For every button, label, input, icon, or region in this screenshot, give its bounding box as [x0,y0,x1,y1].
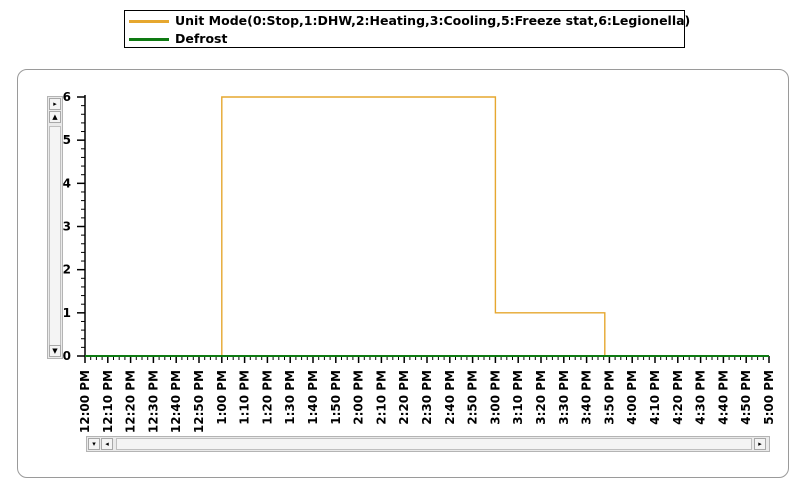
x-tick-label: 2:40 PM [443,370,457,425]
scroll-down-button-horizontal[interactable]: ▾ [88,438,100,450]
x-tick-label: 3:40 PM [580,370,594,425]
x-tick-label: 12:20 PM [124,370,138,433]
x-tick-label: 1:00 PM [215,370,229,425]
x-tick-label: 1:10 PM [238,370,252,425]
x-tick-label: 1:30 PM [283,370,297,425]
chart-panel [17,69,789,478]
x-tick-label: 1:40 PM [306,370,320,425]
x-tick-label: 3:50 PM [602,370,616,425]
x-tick-label: 2:50 PM [466,370,480,425]
y-tick-label: 2 [63,263,71,277]
y-tick-label: 5 [63,133,71,147]
x-tick-label: 12:50 PM [192,370,206,433]
x-tick-label: 4:00 PM [625,370,639,425]
x-tick-label: 5:00 PM [762,370,776,425]
x-tick-label: 2:10 PM [374,370,388,425]
x-tick-label: 2:00 PM [352,370,366,425]
y-axis: 0 1 2 3 4 5 6 [63,90,86,363]
scroll-right-button[interactable]: ▸ [49,98,61,110]
x-tick-label: 4:20 PM [671,370,685,425]
x-tick-label: 4:10 PM [648,370,662,425]
legend-swatch-unit-mode [129,20,169,23]
legend-label-defrost: Defrost [175,31,228,46]
x-tick-label: 2:30 PM [420,370,434,425]
y-tick-label: 4 [63,176,71,190]
x-tick-label: 4:40 PM [716,370,730,425]
x-tick-label: 1:50 PM [329,370,343,425]
x-tick-label: 4:50 PM [739,370,753,425]
horizontal-scroll-thumb[interactable] [116,438,752,450]
scroll-left-button[interactable]: ◂ [101,438,113,450]
x-tick-label: 12:30 PM [146,370,160,433]
y-tick-label: 1 [63,306,71,320]
legend-swatch-defrost [129,38,169,41]
chart-legend: Unit Mode(0:Stop,1:DHW,2:Heating,3:Cooli… [124,10,690,48]
vertical-scrollbar[interactable]: ▸ ▲ ▼ [47,96,63,359]
x-tick-label: 3:30 PM [557,370,571,425]
y-tick-label: 6 [63,90,71,104]
x-tick-label: 3:10 PM [511,370,525,425]
x-tick-label: 12:40 PM [169,370,183,433]
x-tick-label: 3:00 PM [488,370,502,425]
x-tick-label: 2:20 PM [397,370,411,425]
x-axis: 12:00 PM 12:10 PM 12:20 PM 12:30 PM 12:40 PM… [78,355,776,433]
plot-series [85,96,769,357]
series-line-unit-mode [85,96,769,357]
scroll-right-button-horizontal[interactable]: ▸ [754,438,766,450]
x-tick-label: 12:00 PM [78,370,92,433]
y-tick-label: 3 [63,220,71,234]
horizontal-scrollbar[interactable]: ▾ ◂ ▸ [86,436,770,452]
x-tick-label: 12:10 PM [101,370,115,433]
scroll-down-button[interactable]: ▼ [49,345,61,357]
x-tick-label: 1:20 PM [260,370,274,425]
x-tick-label: 3:20 PM [534,370,548,425]
scroll-up-button[interactable]: ▲ [49,111,61,123]
legend-label-unit-mode: Unit Mode(0:Stop,1:DHW,2:Heating,3:Cooli… [175,13,691,28]
x-tick-label: 4:30 PM [694,370,708,425]
y-tick-label: 0 [63,349,71,363]
